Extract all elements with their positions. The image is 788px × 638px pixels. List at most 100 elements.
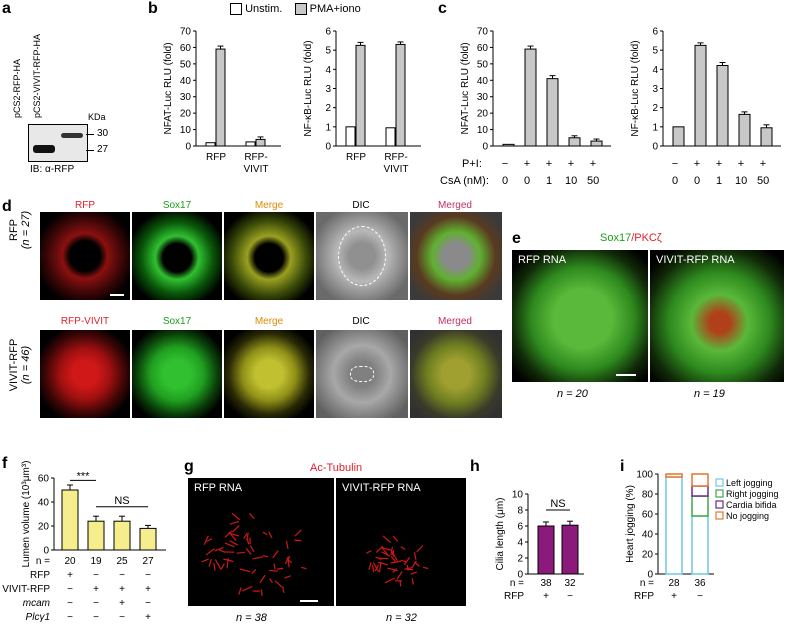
- chart2-ylabel: NFAT-Luc RLU (fold): [460, 42, 471, 134]
- e-vivit-label: VIVIT-RFP RNA: [656, 254, 735, 266]
- panel-letter-b: b: [148, 0, 158, 18]
- f-row-value: −: [93, 570, 99, 581]
- cilium: [240, 569, 250, 572]
- c-row-value: 10: [735, 175, 747, 187]
- chart-i-segment: [692, 496, 708, 516]
- chart3-ytick-label: 5: [652, 46, 658, 57]
- chart3-ytick-label: 4: [652, 65, 658, 76]
- cilium: [277, 568, 283, 569]
- cilium: [230, 521, 239, 524]
- c-row-value: 1: [543, 175, 555, 187]
- chart-f-ytick-label: 40: [38, 498, 50, 509]
- chart2-ytick-label: 10: [477, 125, 489, 136]
- c-row-value: −: [499, 158, 511, 170]
- c-row-value: 10: [565, 175, 577, 187]
- chart-h-ytick-label: 2: [517, 554, 523, 565]
- i-legend-label: Right jogging: [726, 489, 779, 499]
- chart-f-ytick-label: 20: [38, 522, 50, 533]
- panel-letter-a: a: [2, 0, 11, 18]
- cilium: [202, 559, 209, 562]
- chart0-ytick-label: 50: [180, 59, 192, 70]
- c-row-value: 50: [757, 175, 769, 187]
- chart2-ytick-label: 20: [477, 109, 489, 120]
- cilium: [417, 546, 423, 552]
- g-rfp-cilia: [188, 478, 334, 606]
- c-row-value: +: [757, 158, 769, 170]
- cilium: [294, 540, 301, 541]
- marker-tick-27: [86, 150, 94, 151]
- chart1-bar: [356, 45, 365, 146]
- d-scale-bar: [110, 294, 124, 296]
- f-row-value: 25: [116, 556, 128, 567]
- d-hdr2-sox17: Sox17: [132, 316, 222, 327]
- chart1-ytick-label: 2: [325, 103, 331, 114]
- f-row-value: −: [67, 584, 73, 595]
- cilium: [373, 565, 374, 573]
- c-row-value: 1: [713, 175, 725, 187]
- c-row-value: +: [713, 158, 725, 170]
- f-row-value: −: [145, 570, 151, 581]
- d-merged-image: [410, 212, 502, 300]
- c-row-value: +: [735, 158, 747, 170]
- cilium: [383, 536, 390, 543]
- cilium: [295, 530, 301, 536]
- cilium: [225, 543, 235, 547]
- chart-i-segment: [692, 486, 708, 496]
- cilium: [401, 547, 405, 549]
- f-row-label: mcam: [23, 598, 50, 609]
- c-row-value: 0: [521, 175, 533, 187]
- chart1-xlabel: RFP: [346, 152, 366, 163]
- e-vivit-image: VIVIT-RFP RNA: [650, 250, 784, 382]
- i-row-value: 28: [668, 578, 680, 589]
- chart-f-bar: [88, 521, 104, 550]
- chart3-bar: [761, 128, 772, 146]
- chart0-ytick-label: 20: [180, 109, 192, 120]
- legend-swatch-unstim: [230, 3, 242, 15]
- chart1-ytick-label: 6: [325, 27, 331, 38]
- h-row-value: +: [543, 591, 549, 602]
- f-sig-text: ***: [77, 470, 91, 482]
- d-hdr2-rfp-vivit: RFP-VIVIT: [40, 316, 130, 327]
- chart0-ylabel: NFAT-Luc RLU (fold): [163, 42, 174, 134]
- d-hdr2-dic: DIC: [316, 316, 406, 327]
- d-dic-outline: [338, 226, 386, 286]
- chart1-bar: [396, 44, 405, 146]
- lane-label-2: pCS2-VIVIT-RFP-HA: [32, 34, 42, 118]
- chart1-xlabel: RFP-: [384, 152, 407, 163]
- chart3-bar: [673, 127, 684, 146]
- i-row-value: +: [671, 591, 677, 602]
- cilium: [412, 578, 413, 584]
- chart0-bar: [216, 49, 225, 146]
- band-lane2: [61, 133, 83, 138]
- cilium: [249, 513, 254, 518]
- chart-h-ytick-label: 8: [517, 506, 523, 517]
- d-merge-image: [224, 212, 314, 300]
- f-row-label: RFP: [30, 570, 50, 581]
- cilium: [215, 559, 220, 568]
- chart1-ylabel: NF-κB-Luc RLU (fold): [303, 40, 314, 136]
- i-legend-swatch: [716, 512, 723, 519]
- chart2-ytick-label: 70: [477, 27, 489, 38]
- c-row-value: 0: [669, 175, 681, 187]
- f-row-value: −: [119, 570, 125, 581]
- g-n-right: n = 32: [386, 612, 417, 624]
- f-row-value: +: [119, 598, 125, 609]
- g-rfp-image: RFP RNA: [188, 478, 334, 606]
- h-row-label: RFP: [504, 591, 524, 602]
- f-row-value: +: [93, 584, 99, 595]
- f-row-value: 27: [142, 556, 154, 567]
- cilium: [397, 572, 402, 580]
- chart0-ytick-label: 30: [180, 92, 192, 103]
- cilium: [253, 557, 264, 559]
- d-hdr2-merged: Merged: [410, 316, 500, 327]
- cilium: [261, 589, 262, 595]
- ib-label: IB: α-RFP: [30, 164, 74, 175]
- e-scale-bar: [616, 374, 636, 376]
- i-legend-swatch: [716, 479, 723, 486]
- chart-i-ytick-label: 40: [642, 530, 654, 541]
- chart0-bar: [246, 142, 255, 146]
- panel-letter-c: c: [438, 0, 447, 18]
- c-row-value: +: [565, 158, 577, 170]
- cilium: [263, 532, 267, 534]
